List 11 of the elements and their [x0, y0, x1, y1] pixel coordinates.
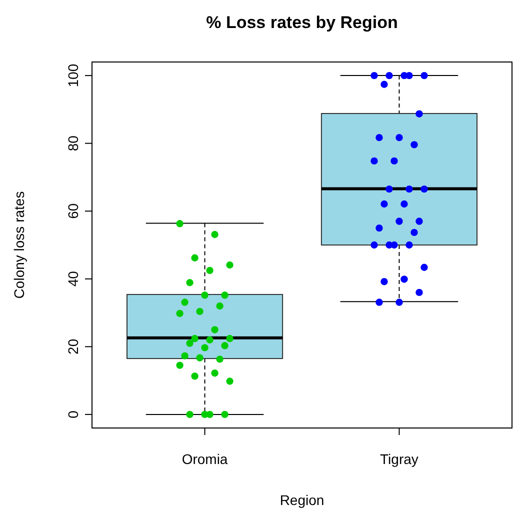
y-tick-label: 40 — [65, 270, 81, 287]
y-tick-label: 60 — [65, 203, 81, 219]
y-axis-title: Colony loss rates — [11, 191, 27, 299]
chart-title: % Loss rates by Region — [206, 13, 398, 32]
y-tick-label: 100 — [65, 64, 81, 88]
x-tick-label: Oromia — [182, 451, 228, 467]
x-axis-title: Region — [280, 492, 324, 508]
y-tick-label: 80 — [65, 135, 81, 152]
x-tick-label: Tigray — [380, 451, 418, 467]
y-tick-label: 20 — [65, 338, 81, 354]
y-tick-label: 0 — [65, 410, 81, 418]
